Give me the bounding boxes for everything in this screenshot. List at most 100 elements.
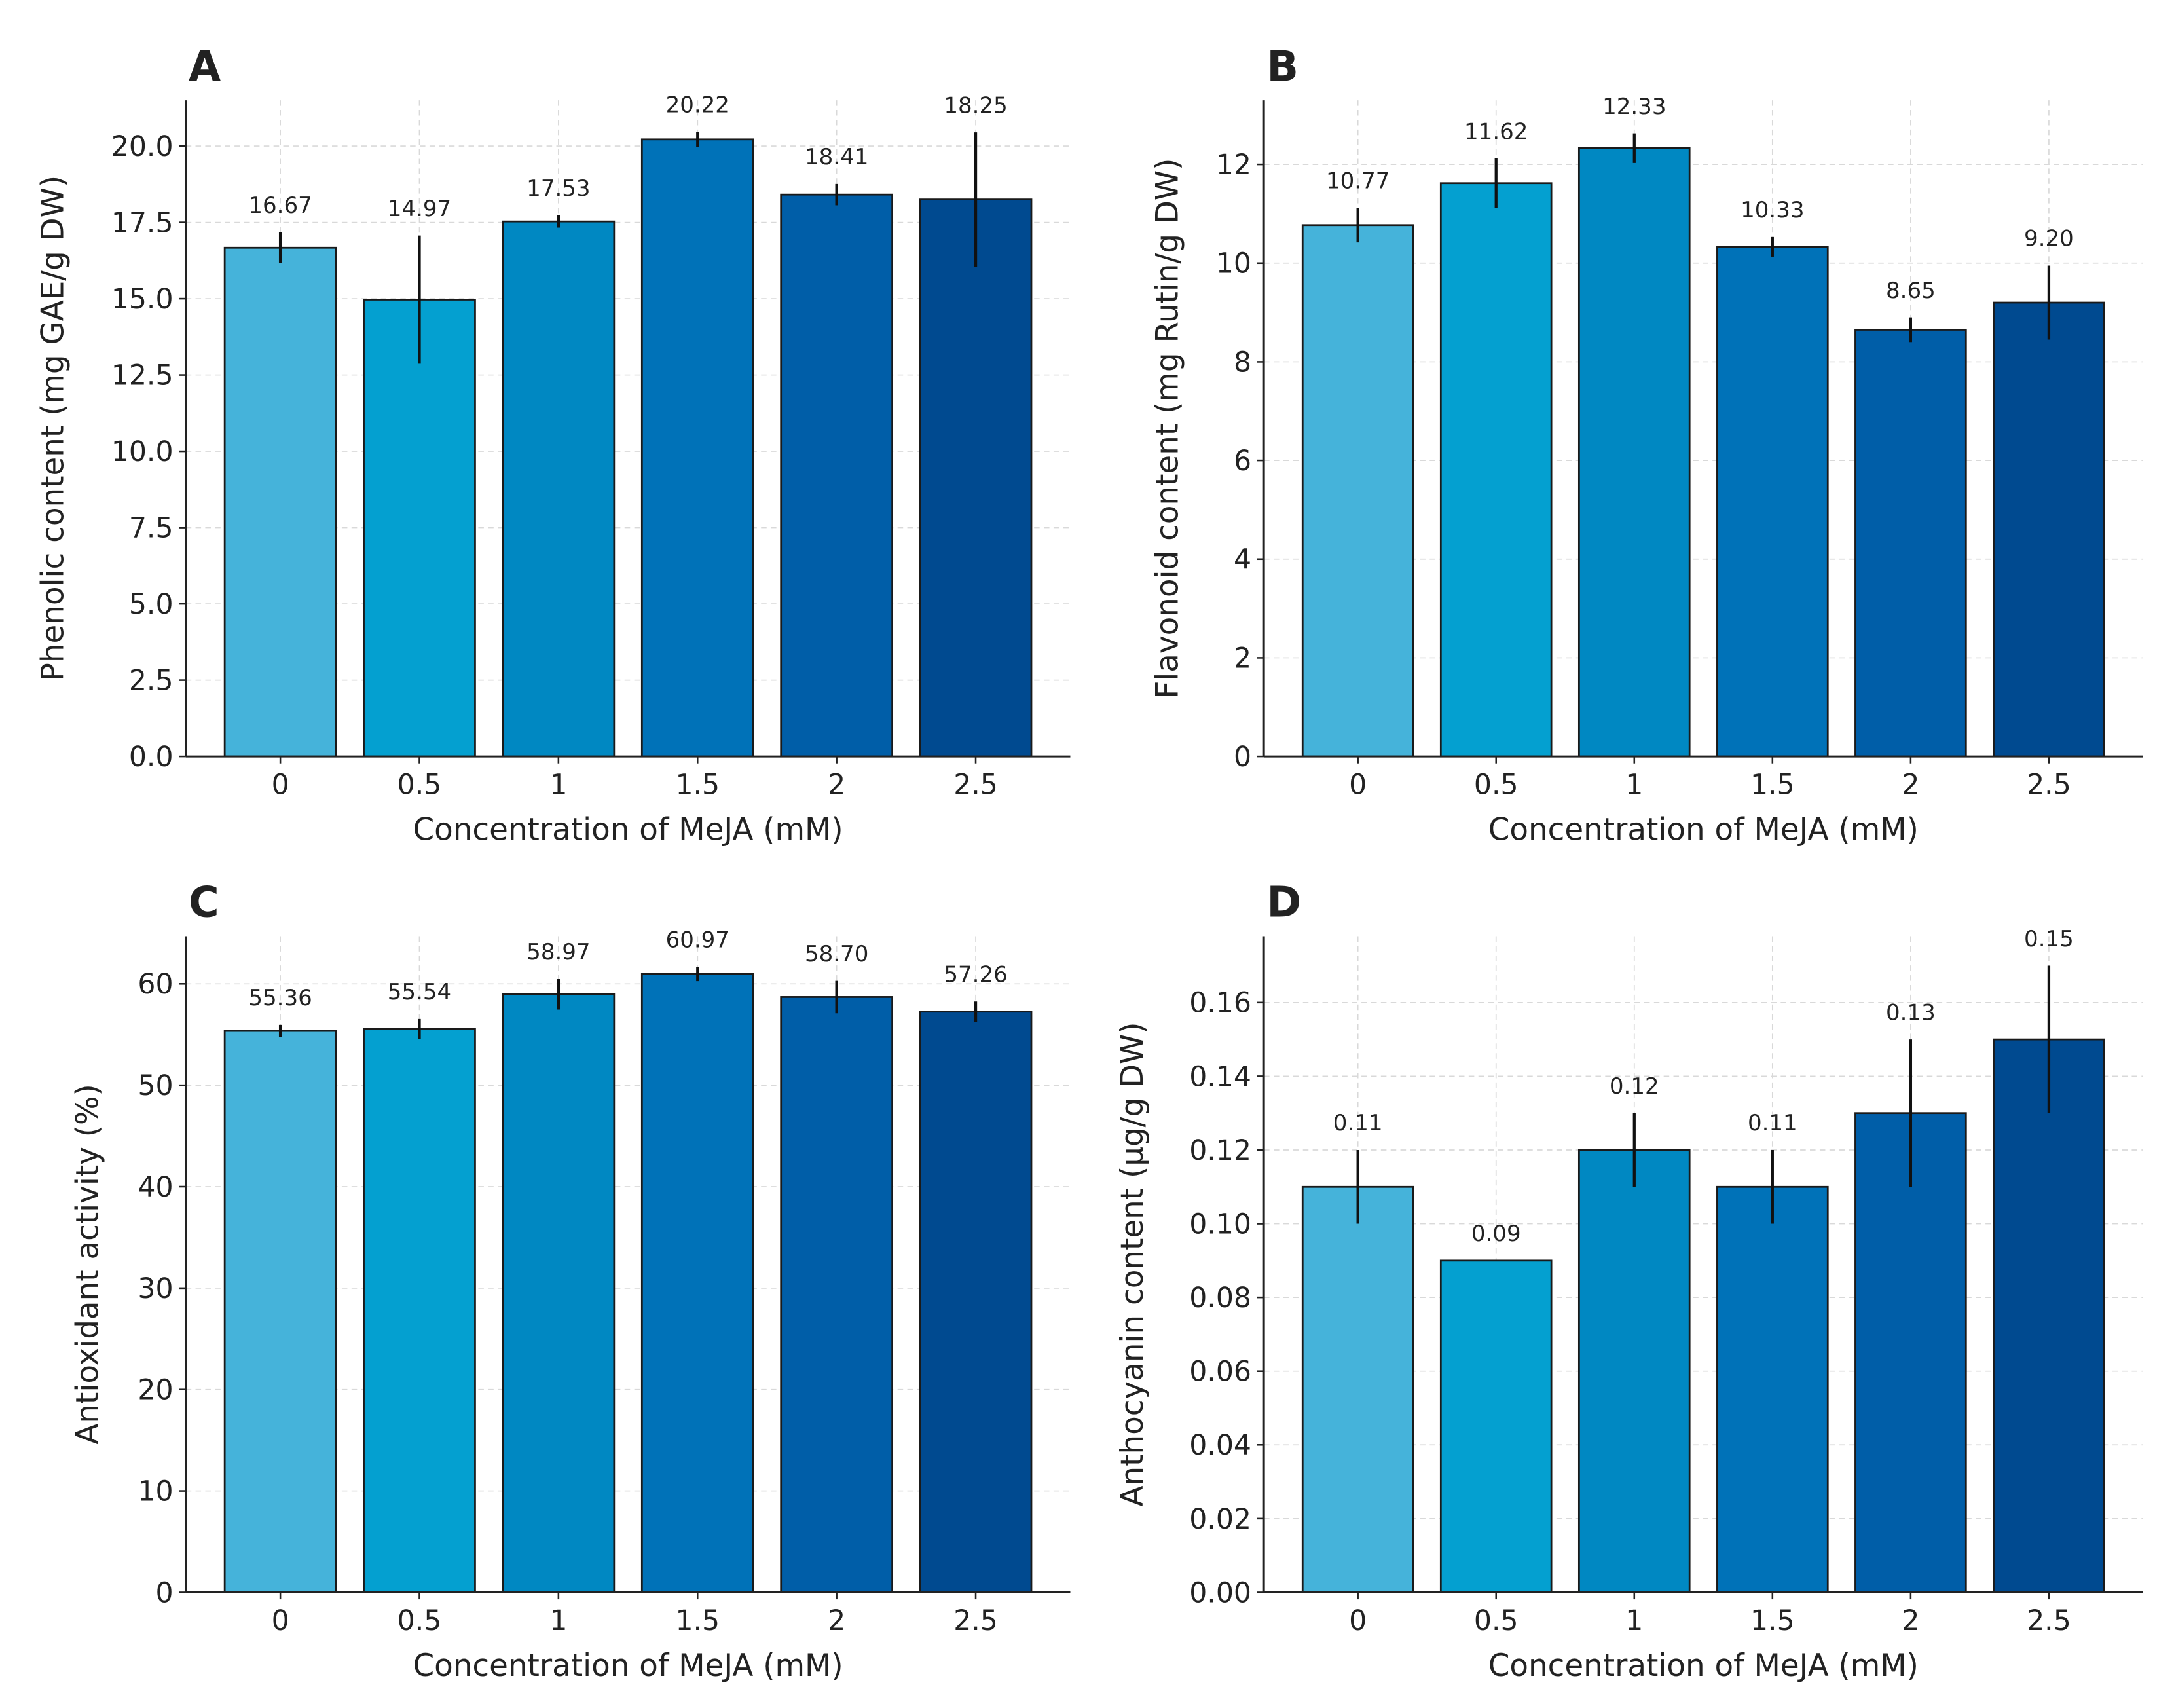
- data-label: 18.25: [944, 92, 1007, 119]
- x-tick-label: 0: [1349, 1605, 1367, 1637]
- y-tick-label: 30: [138, 1273, 173, 1305]
- x-tick-label: 0.5: [397, 770, 442, 802]
- x-tick-label: 0.5: [397, 1605, 442, 1637]
- bar: [1439, 1259, 1553, 1593]
- y-tick-label: 2.5: [129, 665, 174, 697]
- x-tick-label: 0: [1349, 770, 1367, 802]
- y-tick-label: 0.08: [1189, 1282, 1251, 1314]
- data-label: 14.97: [388, 196, 451, 222]
- y-tick-label: 0.00: [1189, 1577, 1251, 1609]
- x-tick-label: 1: [1625, 770, 1643, 802]
- data-label: 60.97: [666, 927, 729, 954]
- bar: [1577, 1149, 1691, 1593]
- data-label: 0.12: [1610, 1073, 1659, 1100]
- x-tick-label: 2.5: [2027, 770, 2071, 802]
- y-tick-label: 20.0: [111, 131, 174, 163]
- y-tick-label: 40: [138, 1172, 173, 1204]
- x-axis-label: Concentration of MeJA (mM): [1488, 813, 1919, 848]
- x-tick-label: 1: [549, 770, 567, 802]
- bar: [1577, 147, 1691, 758]
- data-label: 20.22: [666, 92, 729, 118]
- data-label: 18.41: [805, 144, 868, 170]
- bar: [223, 246, 337, 758]
- x-tick-label: 1.5: [1750, 770, 1795, 802]
- y-tick-label: 10: [1216, 248, 1251, 280]
- x-tick-label: 1.5: [1750, 1605, 1795, 1637]
- x-tick-label: 2: [1902, 770, 1919, 802]
- y-axis-label: Anthocyanin content (µg/g DW): [1115, 1022, 1151, 1506]
- bar: [1439, 182, 1553, 758]
- y-tick-label: 15.0: [111, 284, 174, 316]
- y-tick-label: 0.02: [1189, 1504, 1251, 1536]
- y-tick-label: 6: [1234, 445, 1251, 477]
- data-label: 11.62: [1464, 119, 1528, 145]
- bar: [1993, 301, 2105, 758]
- x-tick-label: 2.5: [953, 1605, 998, 1637]
- bar: [1854, 1112, 1967, 1593]
- x-axis-label: Concentration of MeJA (mM): [1488, 1648, 1919, 1684]
- x-tick-label: 0.5: [1474, 1605, 1519, 1637]
- x-tick-label: 1: [549, 1605, 567, 1637]
- data-label: 58.97: [526, 939, 590, 965]
- y-tick-label: 8: [1234, 346, 1251, 379]
- data-label: 0.11: [1748, 1110, 1797, 1136]
- x-tick-label: 2: [828, 770, 845, 802]
- bar: [1301, 1185, 1414, 1593]
- panel: 0.0 2.5 5.0 7.5 10.0 12.5 15.0 17.5 20.0 0 0.5 1 1.5…: [35, 43, 1071, 848]
- x-tick-label: 2: [1902, 1605, 1919, 1637]
- bar: [1301, 224, 1414, 758]
- bar: [1993, 1038, 2105, 1593]
- y-tick-label: 0.14: [1189, 1061, 1251, 1093]
- bar: [1854, 329, 1967, 758]
- bar: [1716, 246, 1829, 758]
- bar: [502, 220, 616, 758]
- x-tick-label: 1: [1625, 1605, 1643, 1637]
- x-axis-label: Concentration of MeJA (mM): [413, 1648, 843, 1684]
- y-tick-label: 10.0: [111, 436, 174, 468]
- x-tick-label: 1.5: [675, 1605, 720, 1637]
- y-tick-label: 10: [138, 1476, 173, 1508]
- y-tick-label: 20: [138, 1375, 173, 1407]
- data-label: 0.09: [1471, 1221, 1521, 1247]
- data-label: 57.26: [944, 961, 1007, 988]
- y-tick-label: 0.10: [1189, 1208, 1251, 1240]
- bar: [780, 996, 893, 1593]
- y-tick-label: 5.0: [129, 589, 174, 621]
- x-tick-label: 2.5: [2027, 1605, 2071, 1637]
- data-label: 55.54: [388, 979, 451, 1005]
- bar: [780, 193, 893, 758]
- y-tick-label: 50: [138, 1070, 173, 1102]
- x-tick-label: 1.5: [675, 770, 720, 802]
- bar: [640, 973, 754, 1593]
- bar: [1716, 1185, 1829, 1593]
- y-tick-label: 2: [1234, 642, 1251, 675]
- bar: [640, 138, 754, 758]
- data-label: 0.11: [1333, 1110, 1383, 1136]
- y-tick-label: 7.5: [129, 512, 174, 544]
- x-tick-label: 2.5: [953, 770, 998, 802]
- data-label: 9.20: [2024, 226, 2074, 252]
- panel: 0.00 0.02 0.04 0.06 0.08 0.10 0.12 0.14 0.16 0 0.5…: [1115, 879, 2143, 1684]
- data-label: 17.53: [526, 176, 590, 202]
- data-label: 58.70: [805, 941, 868, 967]
- x-tick-label: 0: [272, 1605, 289, 1637]
- data-label: 16.67: [248, 193, 312, 219]
- y-tick-label: 17.5: [111, 207, 174, 239]
- y-tick-label: 0: [1234, 741, 1251, 773]
- panel-letter: C: [189, 879, 219, 927]
- bar: [363, 299, 476, 758]
- y-axis-label: Flavonoid content (mg Rutin/g DW): [1150, 158, 1185, 699]
- y-tick-label: 12: [1216, 149, 1251, 181]
- bar: [919, 198, 1033, 758]
- bar: [502, 993, 616, 1593]
- y-tick-label: 0: [155, 1577, 173, 1609]
- data-label: 0.15: [2024, 926, 2074, 952]
- data-label: 12.33: [1602, 94, 1666, 120]
- panel-letter: D: [1266, 879, 1301, 927]
- y-tick-label: 0.16: [1189, 988, 1251, 1020]
- panel-letter: A: [189, 43, 221, 91]
- y-tick-label: 60: [138, 969, 173, 1001]
- panel-letter: B: [1266, 43, 1299, 91]
- bar: [363, 1028, 476, 1593]
